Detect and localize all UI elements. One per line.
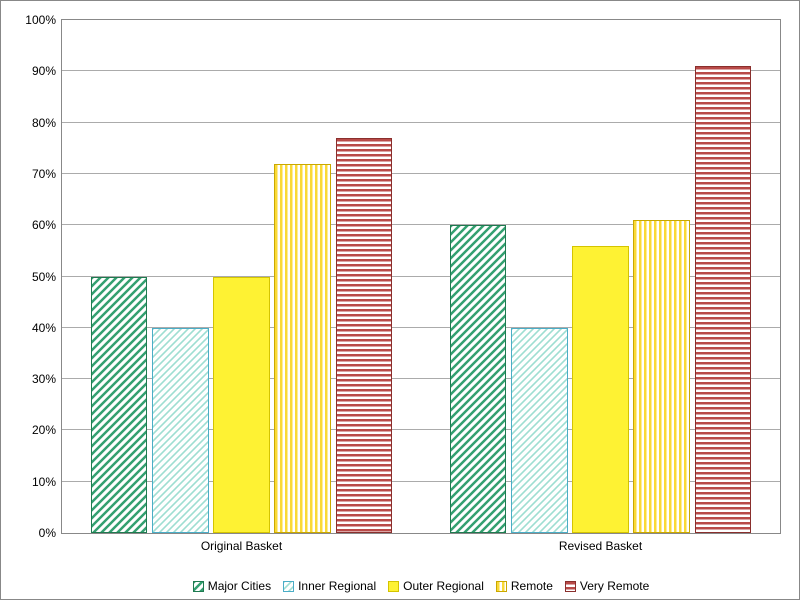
- y-axis-label: 90%: [32, 64, 56, 78]
- y-axis-label: 20%: [32, 423, 56, 437]
- bar: [336, 138, 393, 533]
- bar: [91, 277, 148, 534]
- gridline: [62, 122, 780, 123]
- gridline: [62, 70, 780, 71]
- y-axis-label: 10%: [32, 475, 56, 489]
- legend-label: Very Remote: [580, 579, 649, 593]
- bar: [450, 225, 507, 533]
- y-axis-label: 30%: [32, 372, 56, 386]
- legend-swatch: [283, 581, 294, 592]
- bar: [213, 277, 270, 534]
- legend-swatch: [388, 581, 399, 592]
- bar: [511, 328, 568, 533]
- bar: [152, 328, 209, 533]
- bar: [572, 246, 629, 533]
- chart-container: 0% 10% 20% 30% 40% 50% 60% 70% 80% 90% 100% Origina…: [0, 0, 800, 600]
- legend-item: Inner Regional: [283, 579, 376, 593]
- plot-area: 0%10%20%30%40%50%60%70%80%90%100%Origina…: [61, 19, 781, 534]
- bar: [274, 164, 331, 533]
- legend-label: Remote: [511, 579, 553, 593]
- legend-swatch: [496, 581, 507, 592]
- y-axis-label: 80%: [32, 116, 56, 130]
- legend-label: Major Cities: [208, 579, 271, 593]
- y-axis-label: 40%: [32, 321, 56, 335]
- legend: Major Cities Inner Regional Outer Regional…: [61, 579, 781, 593]
- legend-label: Outer Regional: [403, 579, 484, 593]
- gridline: [62, 173, 780, 174]
- y-axis-label: 100%: [25, 13, 56, 27]
- legend-swatch: [565, 581, 576, 592]
- legend-item: Very Remote: [565, 579, 649, 593]
- bar: [633, 220, 690, 533]
- y-axis-label: 50%: [32, 270, 56, 284]
- x-axis-label: Original Basket: [201, 539, 282, 553]
- legend-item: Remote: [496, 579, 553, 593]
- y-axis-label: 60%: [32, 218, 56, 232]
- legend-item: Major Cities: [193, 579, 271, 593]
- x-axis-label: Revised Basket: [559, 539, 642, 553]
- bar: [695, 66, 752, 533]
- y-axis-label: 70%: [32, 167, 56, 181]
- y-axis-label: 0%: [39, 526, 56, 540]
- legend-item: Outer Regional: [388, 579, 484, 593]
- legend-label: Inner Regional: [298, 579, 376, 593]
- legend-swatch: [193, 581, 204, 592]
